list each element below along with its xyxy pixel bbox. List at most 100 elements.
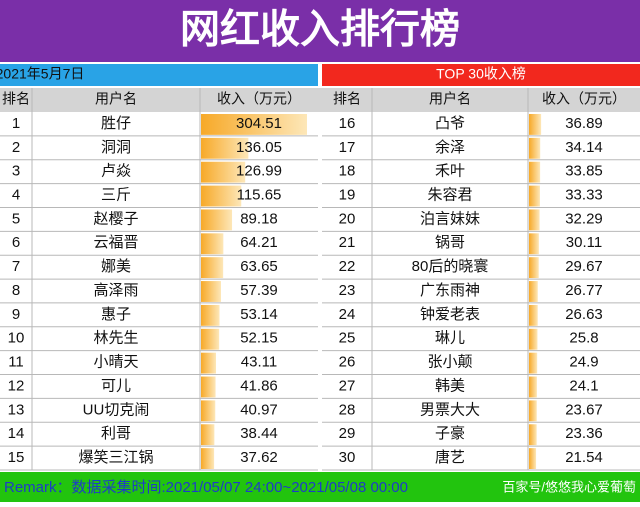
income-bar <box>529 328 538 350</box>
user-name: 琳儿 <box>435 330 465 347</box>
rank: 5 <box>12 210 20 227</box>
subtitle: TOP 30收入榜 <box>436 66 526 82</box>
user-name: 林先生 <box>93 330 138 347</box>
column-header: 排名 <box>2 91 30 107</box>
user-name: 唐艺 <box>435 449 465 466</box>
income-bar <box>529 161 541 183</box>
income: 24.9 <box>569 354 598 371</box>
column-header: 收入（万元） <box>217 91 301 107</box>
income-bar <box>529 185 540 207</box>
user-name: 利哥 <box>101 425 131 442</box>
rank: 26 <box>339 354 356 371</box>
rank: 16 <box>339 115 356 132</box>
rank: 25 <box>339 330 356 347</box>
income: 52.15 <box>240 330 278 347</box>
income: 126.99 <box>236 163 282 180</box>
rank: 24 <box>339 306 356 323</box>
rank: 18 <box>339 163 356 180</box>
rank: 28 <box>339 401 356 418</box>
income: 23.67 <box>565 401 603 418</box>
user-name: 三斤 <box>101 187 131 204</box>
income: 37.62 <box>240 449 278 466</box>
income: 57.39 <box>240 282 278 299</box>
rank: 21 <box>339 234 356 251</box>
rank: 9 <box>12 306 20 323</box>
user-name: 张小颠 <box>427 354 472 371</box>
user-name: 小晴天 <box>93 354 138 371</box>
subtitle-band <box>322 64 640 86</box>
date-band <box>0 64 318 86</box>
income-bar <box>201 137 249 159</box>
user-name: 禾叶 <box>435 163 465 180</box>
income: 136.05 <box>236 139 282 156</box>
income: 41.86 <box>240 377 278 394</box>
user-name: 男票大大 <box>420 401 480 418</box>
footer-band <box>0 472 640 502</box>
income: 23.36 <box>565 425 603 442</box>
user-name: 云福晋 <box>93 234 138 251</box>
income-bar <box>201 233 224 255</box>
income-bar <box>201 281 221 302</box>
income: 89.18 <box>240 210 278 227</box>
income: 33.85 <box>565 163 603 180</box>
income-bar <box>201 161 246 183</box>
rank: 1 <box>12 115 20 132</box>
user-name: 泊言妹妹 <box>420 210 480 227</box>
user-name: 80后的晓寰 <box>412 257 489 275</box>
income-bar <box>529 304 538 326</box>
income: 304.51 <box>236 115 282 132</box>
user-name: 朱容君 <box>427 187 472 204</box>
column-header: 收入（万元） <box>542 91 626 107</box>
rank: 19 <box>339 187 356 204</box>
income: 21.54 <box>565 449 603 466</box>
user-name: 惠子 <box>101 306 131 323</box>
user-name: 广东雨神 <box>420 282 480 299</box>
income-bar <box>201 424 215 446</box>
income: 26.63 <box>565 306 603 323</box>
rank: 29 <box>339 425 356 442</box>
income-bar <box>201 209 233 231</box>
income: 64.21 <box>240 234 278 251</box>
income-bar <box>529 424 537 446</box>
rank: 8 <box>12 282 20 299</box>
income: 25.8 <box>569 330 598 347</box>
column-header: 用户名 <box>429 91 471 107</box>
user-name: 洞洞 <box>101 139 131 156</box>
title: 网红收入排行榜 <box>180 8 460 52</box>
user-name: 凸爷 <box>435 115 465 132</box>
income: 33.33 <box>565 187 603 204</box>
date: 2021年5月7日 <box>0 66 84 82</box>
income-bar <box>201 328 220 350</box>
income-bar <box>529 233 539 255</box>
rank: 23 <box>339 282 356 299</box>
rank: 10 <box>8 330 25 347</box>
income-bar <box>201 304 220 326</box>
income-bar <box>201 400 216 422</box>
income: 40.97 <box>240 401 278 418</box>
income-bar <box>201 257 224 279</box>
rank: 3 <box>12 163 20 180</box>
income-bar <box>529 376 537 398</box>
income: 38.44 <box>240 425 278 442</box>
income: 43.11 <box>241 354 277 371</box>
rank: 11 <box>8 354 24 371</box>
user-name: 余泽 <box>435 138 465 156</box>
rank: 2 <box>12 139 20 156</box>
user-name: 锅哥 <box>435 234 465 251</box>
user-name: 胜仔 <box>101 115 131 132</box>
user-name: UU切克闹 <box>83 401 150 418</box>
income: 115.65 <box>237 187 282 204</box>
column-header: 用户名 <box>95 91 137 107</box>
title-band <box>0 0 640 62</box>
user-name: 韩美 <box>435 377 465 394</box>
header-row <box>0 88 640 112</box>
rank: 12 <box>8 377 25 394</box>
income-bar <box>529 352 538 374</box>
user-name: 钟爱老表 <box>420 306 480 323</box>
rank: 30 <box>339 449 356 466</box>
user-name: 爆笑三江锅 <box>78 449 153 466</box>
income: 30.11 <box>566 234 602 251</box>
income: 34.14 <box>565 139 603 156</box>
rank: 22 <box>339 258 356 275</box>
